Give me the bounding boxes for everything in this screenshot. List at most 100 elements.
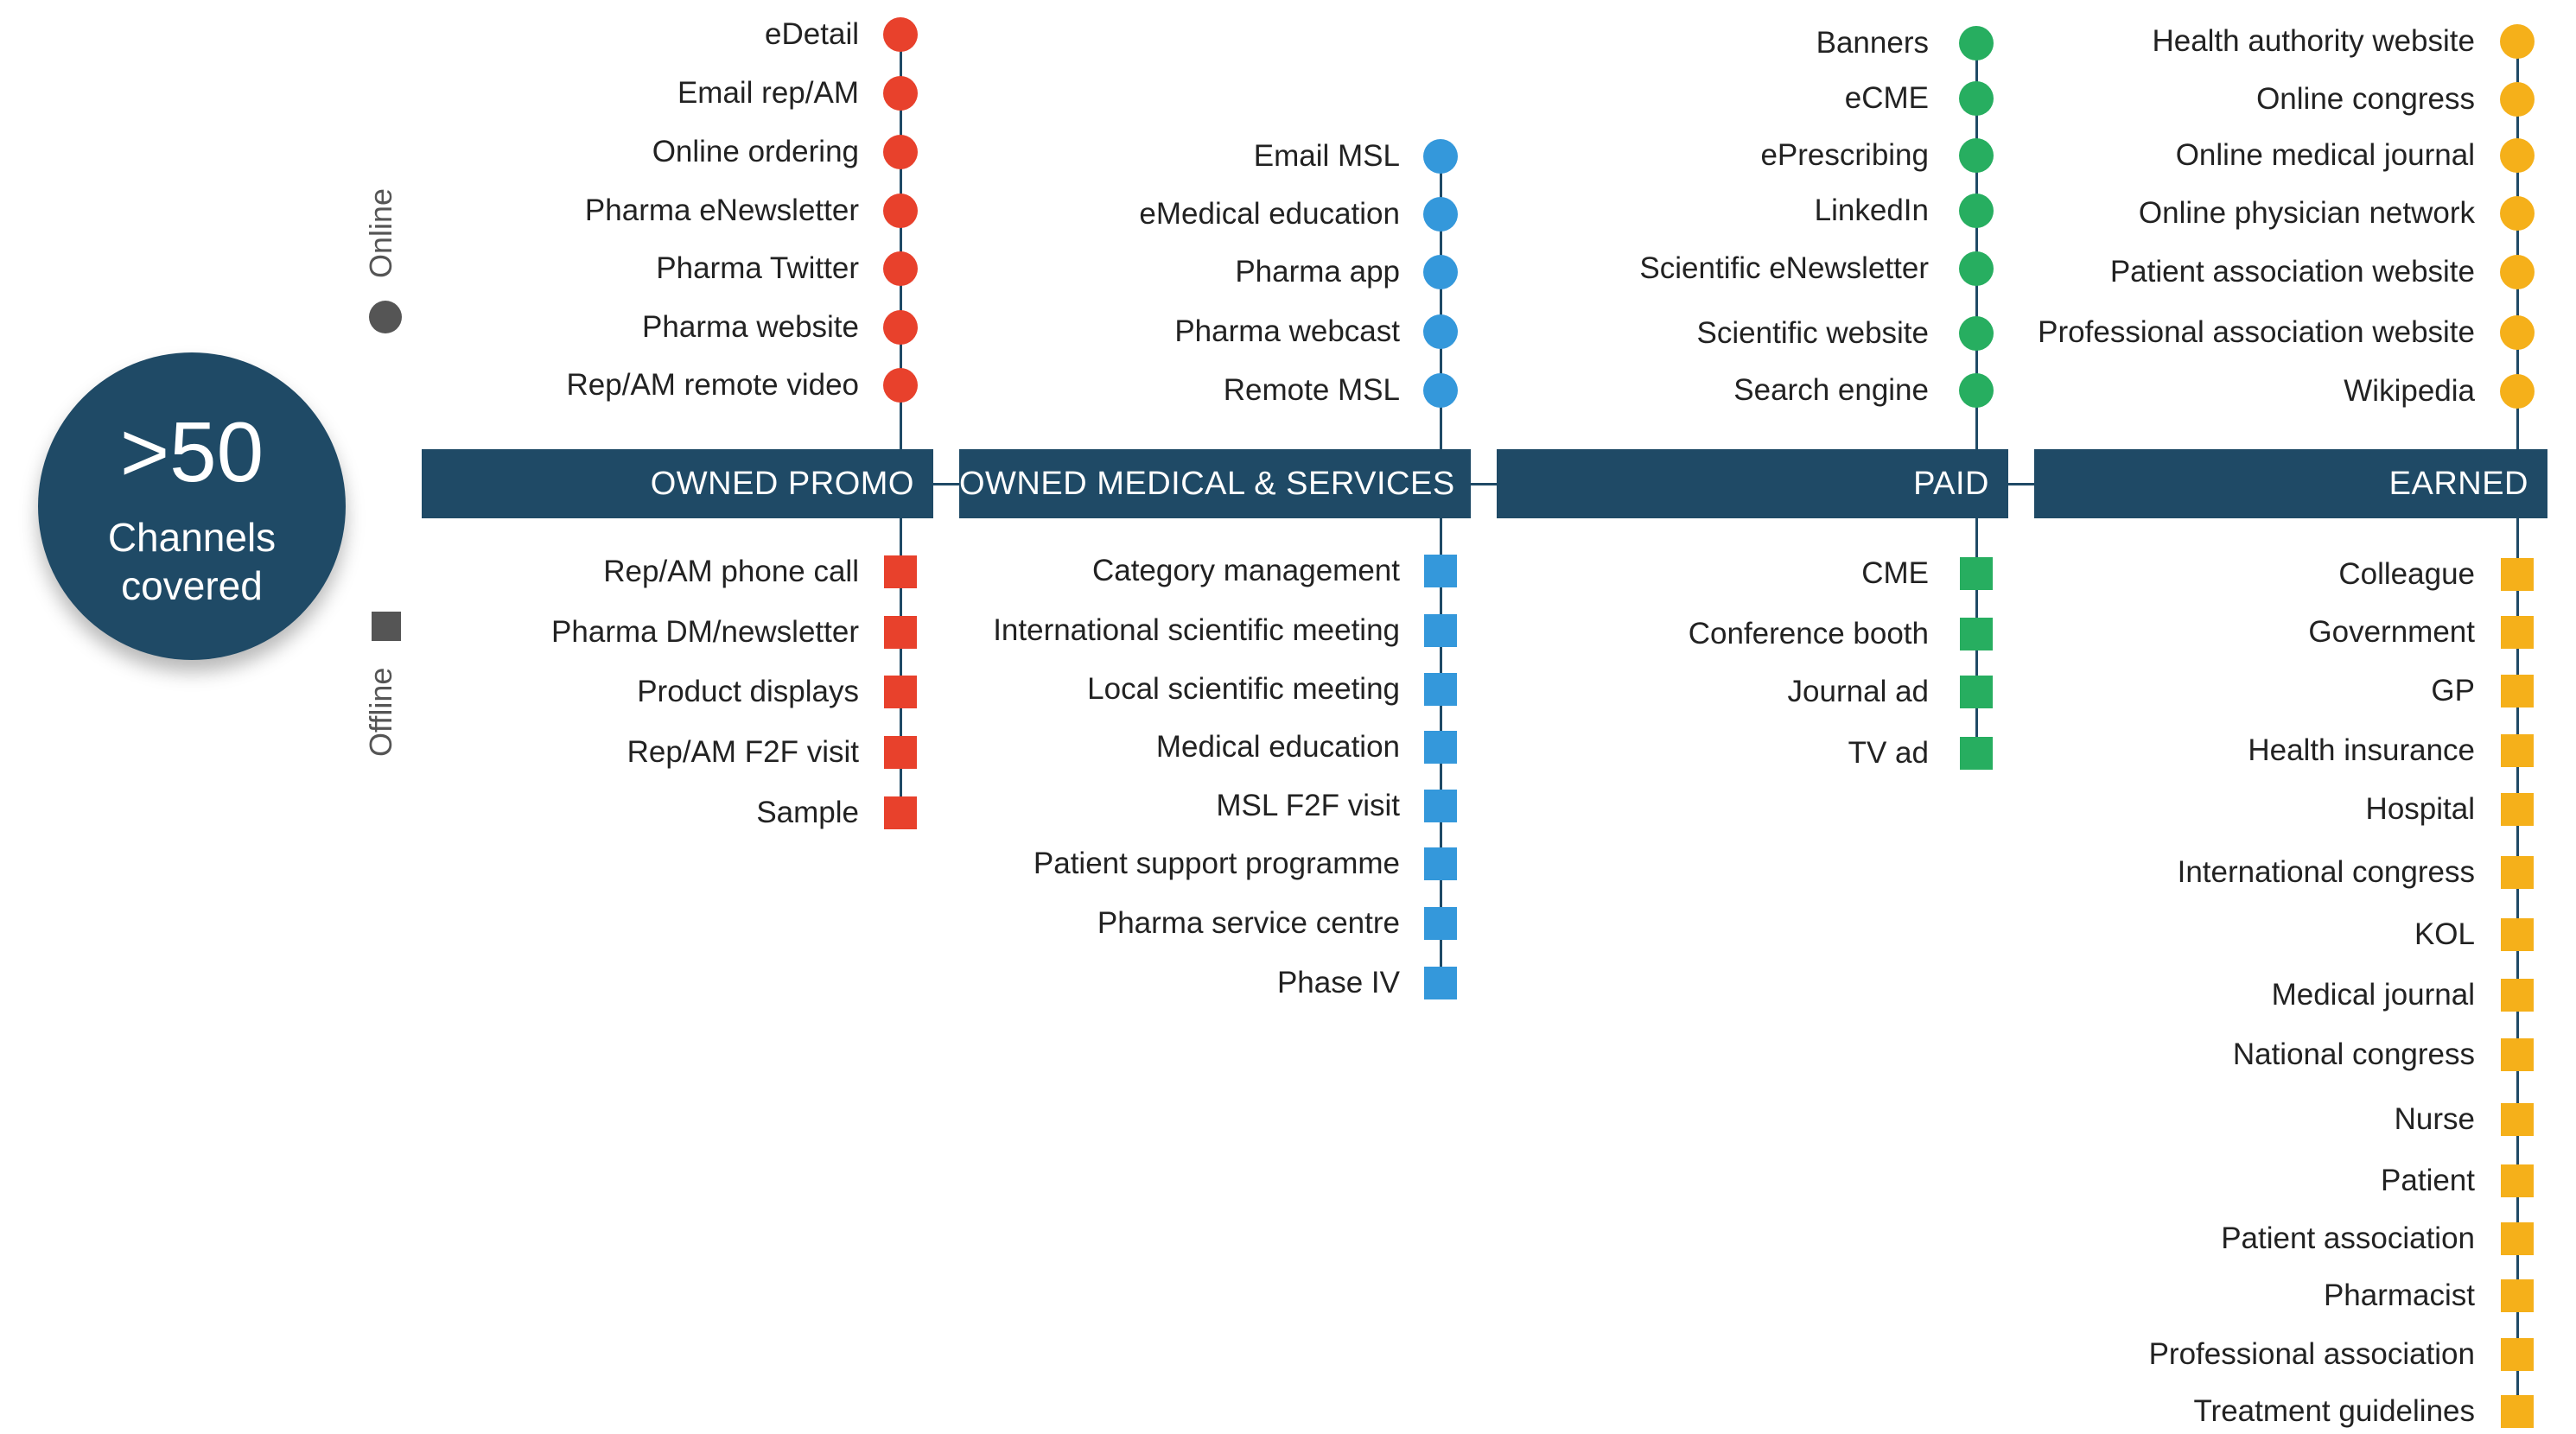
offline-marker-square-icon [2501, 616, 2534, 649]
offline-marker-square-icon [2501, 675, 2534, 707]
offline-channel-label: Category management [1091, 554, 1400, 587]
offline-channel-label: Pharmacist [2323, 1279, 2475, 1312]
offline-marker-square-icon [2501, 734, 2534, 767]
offline-channel-label: TV ad [1848, 736, 1929, 770]
hub-count: >50 [119, 404, 264, 499]
online-channel-label: Wikipedia [2344, 374, 2475, 408]
owned-promo-category-bar: OWNED PROMO [422, 449, 933, 518]
offline-marker-square-icon [1424, 967, 1457, 999]
paid-online-stem [1975, 43, 1978, 449]
online-channel-label: Email MSL [1253, 139, 1400, 173]
offline-channel-label: GP [2431, 674, 2475, 707]
online-marker-dot-icon [2500, 82, 2535, 117]
online-marker-dot-icon [2500, 24, 2535, 59]
connector-axis [422, 483, 2547, 485]
online-channel-label: Pharma website [642, 310, 859, 344]
offline-marker-square-icon [1424, 907, 1457, 940]
offline-marker-square-icon [1424, 673, 1457, 706]
offline-marker-square-icon [2501, 1038, 2534, 1071]
online-channel-label: eMedical education [1139, 197, 1400, 231]
offline-marker-square-icon [2501, 1279, 2534, 1312]
offline-marker-square-icon [884, 796, 917, 829]
channels-covered-hub: >50 Channels covered [38, 352, 346, 660]
online-channel-label: Pharma eNewsletter [584, 194, 859, 227]
online-channel-label: Email rep/AM [677, 76, 859, 110]
offline-channel-label: Patient support programme [1033, 847, 1400, 880]
offline-channel-label: MSL F2F visit [1216, 789, 1400, 822]
earned-category-bar: EARNED [2034, 449, 2547, 518]
owned-promo-offline-stem [900, 518, 902, 813]
offline-marker-square-icon [2501, 1338, 2534, 1371]
online-marker-dot-icon [2500, 255, 2535, 289]
offline-marker-square-icon [1960, 676, 1993, 708]
earned-offline-stem [2516, 518, 2519, 1412]
offline-marker-square-icon [2501, 1164, 2534, 1197]
offline-channel-label: Health insurance [2248, 733, 2475, 767]
online-channel-label: Online medical journal [2175, 138, 2475, 172]
online-channel-label: Banners [1816, 26, 1929, 60]
online-channel-label: Rep/AM remote video [566, 368, 859, 402]
online-channel-label: Online ordering [652, 135, 859, 168]
online-channel-label: Search engine [1733, 373, 1929, 407]
online-channel-label: Health authority website [2152, 24, 2475, 58]
hub-caption-line-1: Channels [107, 515, 277, 560]
online-channel-label: eDetail [765, 17, 859, 51]
online-marker-dot-icon [1423, 255, 1458, 289]
offline-marker-square-icon [1424, 847, 1457, 880]
owned-medical-services-online-stem [1440, 156, 1442, 449]
offline-marker-square-icon [2501, 1103, 2534, 1136]
offline-marker-square-icon [2501, 558, 2534, 591]
legend-offline-square-icon [372, 612, 401, 641]
offline-marker-square-icon [2501, 1395, 2534, 1428]
earned-online-stem [2516, 41, 2519, 449]
offline-channel-label: Professional association [2148, 1337, 2475, 1371]
online-marker-dot-icon [1959, 373, 1994, 408]
offline-channel-label: Hospital [2365, 792, 2475, 826]
online-channel-label: Professional association website [2038, 315, 2475, 349]
offline-channel-label: Local scientific meeting [1087, 672, 1400, 706]
online-channel-label: Scientific eNewsletter [1639, 251, 1929, 285]
online-marker-dot-icon [1959, 81, 1994, 116]
online-channel-label: eCME [1844, 81, 1929, 115]
offline-marker-square-icon [2501, 979, 2534, 1012]
offline-marker-square-icon [1424, 555, 1457, 587]
offline-channel-label: Patient [2381, 1164, 2475, 1197]
online-marker-dot-icon [883, 251, 918, 286]
paid-category-bar: PAID [1497, 449, 2008, 518]
online-marker-dot-icon [883, 368, 918, 403]
online-marker-dot-icon [2500, 374, 2535, 409]
offline-channel-label: International scientific meeting [993, 613, 1400, 647]
offline-marker-square-icon [2501, 856, 2534, 889]
offline-marker-square-icon [2501, 1222, 2534, 1255]
online-channel-label: Remote MSL [1223, 373, 1400, 407]
offline-marker-square-icon [2501, 793, 2534, 826]
offline-channel-label: KOL [2414, 917, 2475, 951]
offline-channel-label: Government [2308, 615, 2475, 649]
online-marker-dot-icon [1959, 26, 1994, 60]
online-channel-label: Patient association website [2109, 255, 2475, 289]
online-channel-label: LinkedIn [1814, 194, 1929, 227]
online-channel-label: ePrescribing [1760, 138, 1929, 172]
online-marker-dot-icon [883, 194, 918, 228]
online-marker-dot-icon [883, 310, 918, 345]
offline-marker-square-icon [884, 616, 917, 649]
legend-online-label: Online [363, 187, 398, 278]
hub-caption-line-2: covered [121, 563, 263, 608]
offline-channel-label: Colleague [2338, 557, 2475, 591]
online-marker-dot-icon [1423, 314, 1458, 349]
offline-marker-square-icon [2501, 918, 2534, 951]
offline-channel-label: Rep/AM phone call [603, 555, 859, 588]
offline-channel-label: Pharma DM/newsletter [551, 615, 859, 649]
offline-channel-label: National congress [2232, 1037, 2475, 1071]
offline-marker-square-icon [1424, 731, 1457, 764]
online-channel-label: Pharma Twitter [656, 251, 859, 285]
legend-online-dot-icon [369, 301, 402, 333]
offline-marker-square-icon [884, 676, 917, 708]
offline-channel-label: Nurse [2394, 1102, 2475, 1136]
online-channel-label: Online congress [2256, 82, 2475, 116]
online-marker-dot-icon [1959, 251, 1994, 286]
hub-caption: Channels covered [38, 513, 346, 610]
online-marker-dot-icon [1959, 194, 1994, 228]
owned-promo-online-stem [900, 35, 902, 449]
legend-offline-label: Offline [363, 667, 398, 757]
